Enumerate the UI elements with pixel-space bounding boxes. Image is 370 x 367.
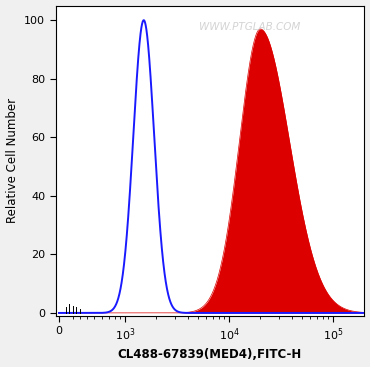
Text: WWW.PTGLAB.COM: WWW.PTGLAB.COM: [199, 22, 301, 32]
Y-axis label: Relative Cell Number: Relative Cell Number: [6, 98, 18, 223]
X-axis label: CL488-67839(MED4),FITC-H: CL488-67839(MED4),FITC-H: [118, 348, 302, 361]
